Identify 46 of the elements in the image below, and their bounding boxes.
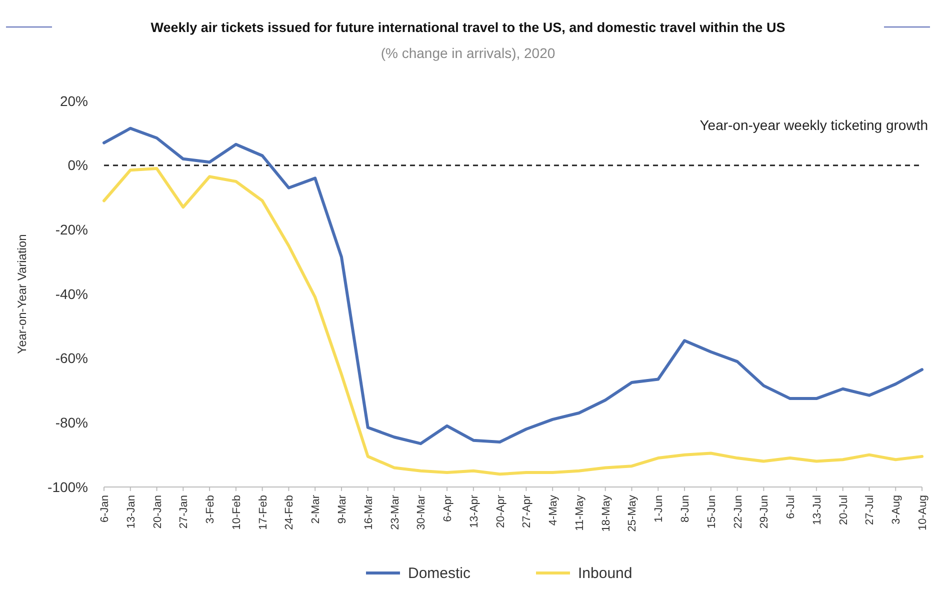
x-tick-label: 6-Jan — [99, 495, 111, 523]
x-tick-label: 3-Feb — [204, 495, 217, 524]
x-tick-label: 10-Aug — [917, 495, 929, 530]
x-tick-label: 13-Jul — [811, 495, 824, 525]
x-tick-label: 20-Jul — [838, 495, 850, 525]
x-tick-label: 27-Jan — [178, 495, 190, 529]
x-tick-label: 27-Jul — [864, 495, 876, 525]
y-tick-label: -100% — [48, 478, 88, 495]
x-tick-label: 6-Jul — [785, 495, 798, 519]
x-tick-label: 13-Jan — [125, 495, 138, 529]
y-tick-label: -20% — [55, 222, 88, 238]
y-tick-label: 20% — [60, 92, 88, 109]
x-tick-label: 1-Jun — [653, 495, 666, 523]
legend-label: Inbound — [578, 565, 632, 582]
x-tick-label: 3-Aug — [890, 495, 903, 524]
legend-label: Domestic — [408, 565, 472, 582]
x-tick-label: 27-Apr — [521, 494, 534, 528]
x-tick-label: 2-Mar — [310, 494, 322, 524]
x-tick-label: 18-May — [600, 494, 612, 532]
x-tick-label: 4-May — [548, 494, 560, 526]
annotation: Year-on-year weekly ticketing growth — [700, 117, 928, 133]
x-tick-label: 16-Mar — [362, 494, 375, 530]
chart-title: Weekly air tickets issued for future international travel to the US, and domestic travel within the US — [150, 20, 786, 35]
y-tick-label: 0% — [68, 157, 88, 174]
x-tick-label: 30-Mar — [416, 494, 428, 530]
y-tick-label: -60% — [55, 350, 88, 366]
y-tick-label: -80% — [55, 414, 88, 431]
x-tick-label: 25-May — [626, 494, 639, 532]
x-tick-label: 9-Mar — [336, 494, 348, 524]
x-tick-label: 17-Feb — [257, 495, 270, 530]
x-tick-label: 11-May — [574, 494, 586, 531]
x-tick-label: 29-Jun — [758, 495, 771, 529]
x-tick-label: 20-Jan — [152, 495, 164, 529]
x-tick-label: 22-Jun — [732, 495, 744, 529]
y-tick-label: -40% — [55, 286, 88, 302]
x-tick-label: 20-Apr — [494, 494, 507, 528]
x-tick-label: 13-Apr — [468, 494, 480, 528]
chart-subtitle: (% change in arrivals), 2020 — [380, 45, 556, 61]
y-axis-title: Year-on-Year Variation — [15, 234, 29, 354]
x-tick-label: 24-Feb — [284, 495, 296, 530]
line-series — [102, 167, 924, 476]
x-tick-label: 15-Jun — [706, 495, 718, 529]
x-tick-label: 6-Apr — [442, 494, 454, 522]
x-tick-label: 10-Feb — [230, 495, 243, 530]
x-tick-label: 23-Mar — [389, 494, 402, 530]
x-tick-label: 8-Jun — [680, 495, 692, 523]
